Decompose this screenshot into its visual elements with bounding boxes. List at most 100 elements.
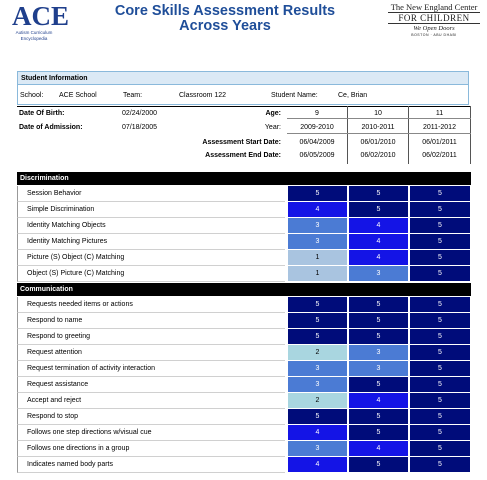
score-cell: 5 [348, 202, 408, 217]
necc-logo-tagline: We Open Doors [413, 25, 455, 32]
section-header: Communication [17, 283, 471, 296]
report-title-line-2: Across Years [179, 17, 271, 34]
score-cell: 5 [348, 457, 408, 472]
ace-logo-subtitle-2: Encyclopedia [20, 35, 48, 41]
score-cell: 5 [409, 234, 470, 249]
score-cell: 5 [409, 377, 470, 392]
age-col-1: 9 [315, 110, 319, 117]
skill-row-label: Request attention [17, 345, 285, 361]
score-cell: 3 [348, 361, 408, 376]
details-year-rule [287, 133, 471, 134]
skill-row-label: Identity Matching Pictures [17, 234, 285, 250]
end-date-col-2: 06/02/2010 [360, 152, 396, 159]
score-cell: 5 [409, 345, 470, 360]
skill-row-label: Respond to name [17, 313, 285, 329]
end-date-col-1: 06/05/2009 [299, 152, 335, 159]
skill-row-label: Request assistance [17, 377, 285, 393]
necc-logo: The New England Center FOR CHILDREN We O… [388, 3, 480, 38]
score-cell: 3 [287, 441, 347, 456]
score-cell: 3 [348, 345, 408, 360]
skill-row-label: Object (S) Picture (C) Matching [17, 266, 285, 282]
details-age-rule [287, 118, 471, 119]
doa-value: 07/18/2005 [122, 124, 158, 131]
assessment-end-label: Assessment End Date: [205, 152, 281, 159]
score-cell: 4 [287, 457, 347, 472]
skill-row-label: Accept and reject [17, 393, 285, 409]
end-date-col-3: 06/02/2011 [422, 152, 457, 159]
details-top-rule [17, 106, 471, 107]
score-cell: 5 [287, 297, 347, 312]
details-column-divider [470, 106, 471, 164]
score-cell: 5 [287, 329, 347, 344]
score-cell: 5 [409, 202, 470, 217]
score-cell: 5 [348, 409, 408, 424]
report-title: Core Skills Assessment Results Across Ye… [100, 4, 350, 33]
start-date-col-2: 06/01/2010 [360, 139, 396, 146]
score-cell: 4 [287, 425, 347, 440]
score-cell: 5 [409, 266, 470, 281]
score-cell: 5 [409, 250, 470, 265]
score-cell: 4 [348, 218, 408, 233]
school-value: ACE School [59, 92, 97, 99]
assessment-start-label: Assessment Start Date: [202, 139, 281, 146]
score-cell: 5 [348, 186, 408, 201]
section-header: Discrimination [17, 172, 471, 185]
skill-row-label: Follows one directions in a group [17, 441, 285, 457]
ace-logo-text: ACE [12, 1, 70, 31]
student-name-label: Student Name: [271, 92, 318, 99]
skill-row-label: Simple Discrimination [17, 202, 285, 218]
score-cell: 4 [348, 441, 408, 456]
score-cell: 4 [348, 393, 408, 408]
score-cell: 3 [287, 234, 347, 249]
score-cell: 4 [287, 202, 347, 217]
skill-row-label: Identity Matching Objects [17, 218, 285, 234]
score-cell: 3 [287, 218, 347, 233]
necc-logo-line-1: The New England Center [390, 2, 478, 12]
score-cell: 5 [409, 186, 470, 201]
score-cell: 1 [287, 266, 347, 281]
score-cell: 5 [348, 329, 408, 344]
score-cell: 5 [409, 457, 470, 472]
details-column-divider [347, 106, 348, 164]
score-cell: 5 [409, 329, 470, 344]
student-name-value: Ce, Brian [338, 92, 368, 99]
score-cell: 5 [348, 313, 408, 328]
start-date-col-1: 06/04/2009 [299, 139, 335, 146]
score-cell: 5 [409, 218, 470, 233]
report-header: ACE Autism Curriculum Encyclopedia Core … [0, 0, 487, 62]
age-col-2: 10 [374, 110, 382, 117]
score-cell: 1 [287, 250, 347, 265]
score-cell: 5 [348, 425, 408, 440]
skill-row-label: Picture (S) Object (C) Matching [17, 250, 285, 266]
score-cell: 5 [409, 441, 470, 456]
student-information-box: Student Information School: ACE School T… [17, 71, 469, 105]
score-cell: 5 [287, 313, 347, 328]
dob-value: 02/24/2000 [122, 110, 158, 117]
student-information-heading: Student Information [18, 72, 468, 85]
score-cell: 5 [409, 361, 470, 376]
team-value: Classroom 122 [179, 92, 227, 99]
ace-logo-subtitle-1: Autism Curriculum [15, 30, 53, 35]
score-cell: 5 [348, 377, 408, 392]
age-label: Age: [265, 110, 281, 117]
report-title-line-1: Core Skills Assessment Results [114, 3, 336, 19]
year-col-1: 2009-2010 [300, 124, 334, 131]
skill-row-label: Request termination of activity interact… [17, 361, 285, 377]
score-cell: 5 [287, 186, 347, 201]
score-cell: 5 [409, 297, 470, 312]
skill-row-label: Respond to stop [17, 409, 285, 425]
necc-logo-locations: BOSTON · ABU DHABI [411, 33, 457, 37]
age-col-3: 11 [435, 110, 444, 117]
score-cell: 3 [287, 377, 347, 392]
team-label: Team: [123, 92, 143, 99]
ace-logo: ACE Autism Curriculum Encyclopedia [6, 2, 69, 41]
skill-row-label: Indicates named body parts [17, 457, 285, 473]
doa-label: Date of Admission: [19, 124, 83, 131]
year-col-3: 2011-2012 [423, 124, 456, 131]
start-date-col-3: 06/01/2011 [422, 139, 457, 146]
necc-logo-line-2: FOR CHILDREN [388, 12, 480, 24]
score-cell: 5 [409, 393, 470, 408]
score-cell: 5 [287, 409, 347, 424]
score-cell: 3 [287, 361, 347, 376]
score-cell: 2 [287, 345, 347, 360]
